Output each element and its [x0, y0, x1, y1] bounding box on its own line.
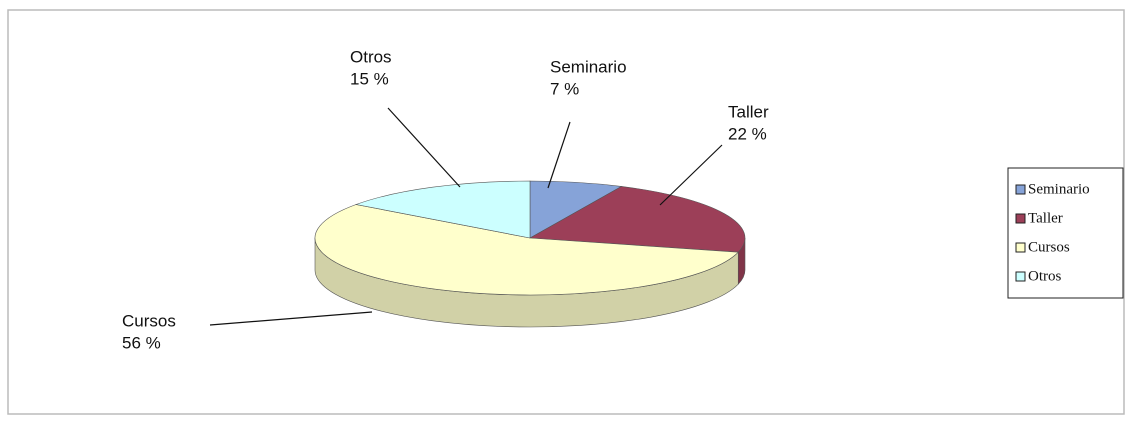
leader-line	[659, 144, 723, 206]
slice-name: Taller	[728, 102, 769, 121]
pie-slice	[528, 186, 746, 253]
legend-label: Taller	[1028, 210, 1063, 226]
slice-name: Otros	[350, 47, 392, 66]
slice-value: 56 %	[122, 333, 161, 352]
slice-name: Seminario	[550, 57, 627, 76]
pie-slice	[354, 180, 531, 239]
legend-swatch	[1015, 242, 1026, 253]
slice-value: 15 %	[350, 69, 389, 88]
slice-name: Cursos	[122, 311, 176, 330]
legend-label: Cursos	[1028, 239, 1070, 255]
legend-box	[1007, 167, 1124, 299]
leader-line	[209, 311, 373, 326]
pie-slice	[314, 204, 739, 296]
legend-label: Seminario	[1028, 181, 1090, 197]
legend-swatch	[1015, 184, 1026, 195]
slice-value: 7 %	[550, 79, 579, 98]
leader-line	[387, 107, 461, 188]
legend-swatch	[1015, 213, 1026, 224]
leader-line	[547, 121, 571, 189]
legend-label: Otros	[1028, 268, 1061, 284]
chart-frame	[7, 9, 1125, 415]
legend-swatch	[1015, 271, 1026, 282]
slice-value: 22 %	[728, 124, 767, 143]
